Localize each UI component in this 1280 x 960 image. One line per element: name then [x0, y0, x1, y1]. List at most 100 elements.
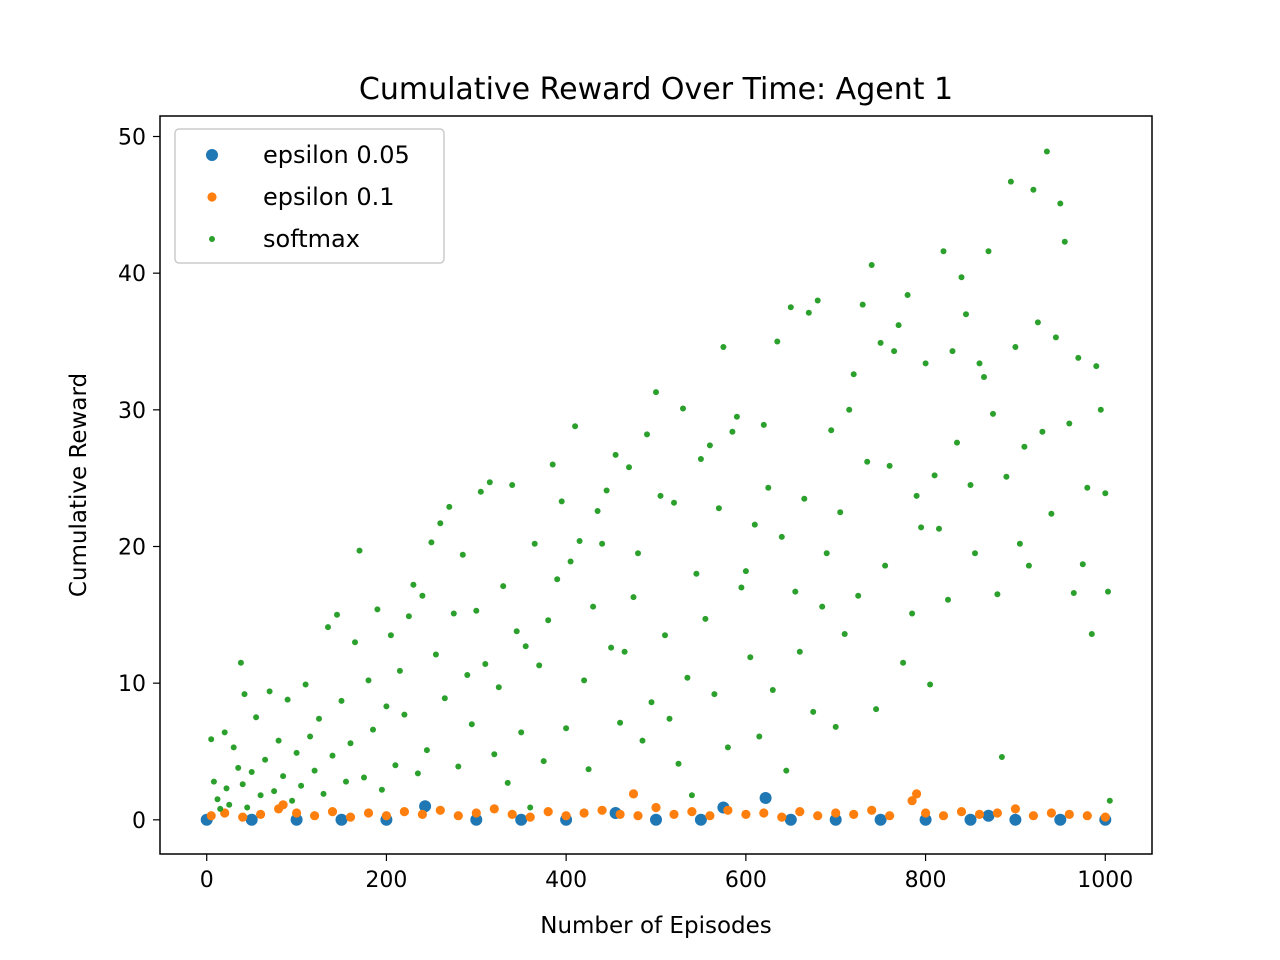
- data-point: [1075, 354, 1082, 361]
- data-point: [859, 301, 866, 308]
- data-point: [262, 756, 269, 763]
- data-point: [994, 591, 1001, 598]
- data-point: [671, 499, 677, 506]
- data-point: [823, 550, 830, 557]
- data-point: [292, 808, 302, 818]
- data-point: [829, 813, 842, 826]
- data-point: [545, 617, 552, 624]
- legend-label: softmax: [263, 225, 360, 253]
- y-tick-label: 50: [118, 126, 146, 151]
- data-point: [976, 360, 983, 367]
- data-point: [334, 611, 340, 618]
- data-point: [985, 248, 992, 255]
- data-point: [363, 808, 374, 818]
- data-point: [1082, 811, 1092, 821]
- data-point: [765, 484, 772, 491]
- data-point: [813, 811, 823, 821]
- data-point: [796, 648, 803, 655]
- data-point: [473, 607, 480, 614]
- y-tick-label: 30: [118, 399, 146, 424]
- data-point: [585, 766, 592, 773]
- data-point: [907, 796, 917, 806]
- data-point: [278, 800, 288, 810]
- data-point: [414, 770, 421, 777]
- data-point: [756, 733, 763, 740]
- data-point: [581, 677, 588, 684]
- data-point: [742, 568, 749, 575]
- series-2-points: [208, 148, 1113, 812]
- data-point: [1007, 178, 1014, 185]
- data-point: [814, 297, 821, 304]
- data-point: [688, 792, 695, 799]
- data-point: [471, 808, 481, 818]
- data-point: [419, 800, 432, 813]
- data-point: [837, 509, 844, 516]
- data-point: [867, 805, 877, 815]
- data-point: [784, 813, 797, 826]
- data-point: [657, 492, 664, 499]
- data-point: [868, 262, 875, 268]
- data-point: [352, 639, 358, 646]
- data-point: [1064, 809, 1074, 820]
- data-point: [311, 767, 318, 774]
- data-point: [289, 797, 296, 804]
- data-point: [633, 811, 643, 821]
- data-point: [489, 804, 499, 814]
- data-point: [841, 631, 848, 637]
- data-point: [450, 610, 457, 617]
- data-point: [579, 808, 589, 818]
- data-point: [729, 428, 736, 435]
- data-point: [527, 804, 534, 811]
- data-point: [1021, 443, 1028, 450]
- data-point: [972, 550, 978, 557]
- data-point: [417, 809, 427, 820]
- data-point: [882, 562, 889, 569]
- data-point: [891, 348, 898, 355]
- data-point: [453, 811, 463, 821]
- data-point: [1106, 797, 1113, 804]
- data-point: [617, 719, 624, 726]
- data-point: [223, 785, 230, 792]
- data-point: [608, 644, 615, 651]
- data-point: [850, 371, 857, 378]
- data-point: [982, 809, 995, 822]
- x-tick-label: 400: [545, 868, 587, 893]
- data-point: [554, 576, 561, 583]
- data-point: [774, 338, 781, 345]
- data-point: [244, 804, 251, 811]
- data-point: [783, 767, 790, 774]
- data-point: [992, 808, 1003, 818]
- data-point: [945, 596, 951, 603]
- data-point: [769, 687, 776, 693]
- data-point: [345, 812, 356, 822]
- data-point: [347, 740, 354, 747]
- data-point: [963, 311, 969, 318]
- data-point: [491, 751, 498, 758]
- data-point: [777, 812, 787, 822]
- data-point: [594, 508, 601, 514]
- data-point: [1054, 813, 1067, 826]
- data-point: [206, 811, 216, 821]
- data-point: [900, 659, 907, 666]
- legend-box: [174, 128, 445, 264]
- data-point: [399, 807, 409, 817]
- data-point: [1105, 588, 1111, 595]
- data-point: [810, 708, 817, 715]
- data-point: [239, 781, 246, 788]
- x-tick-label: 200: [365, 868, 407, 893]
- data-point: [621, 648, 628, 655]
- data-point: [974, 809, 985, 820]
- data-point: [759, 808, 769, 818]
- data-point: [1097, 406, 1104, 413]
- data-point: [687, 807, 697, 817]
- data-point: [949, 348, 956, 355]
- data-point: [954, 439, 960, 446]
- data-point: [635, 550, 641, 557]
- data-point: [558, 498, 565, 505]
- data-point: [998, 754, 1005, 760]
- data-point: [343, 778, 349, 785]
- data-point: [1034, 319, 1041, 326]
- data-point: [1025, 562, 1032, 569]
- data-point: [590, 603, 597, 610]
